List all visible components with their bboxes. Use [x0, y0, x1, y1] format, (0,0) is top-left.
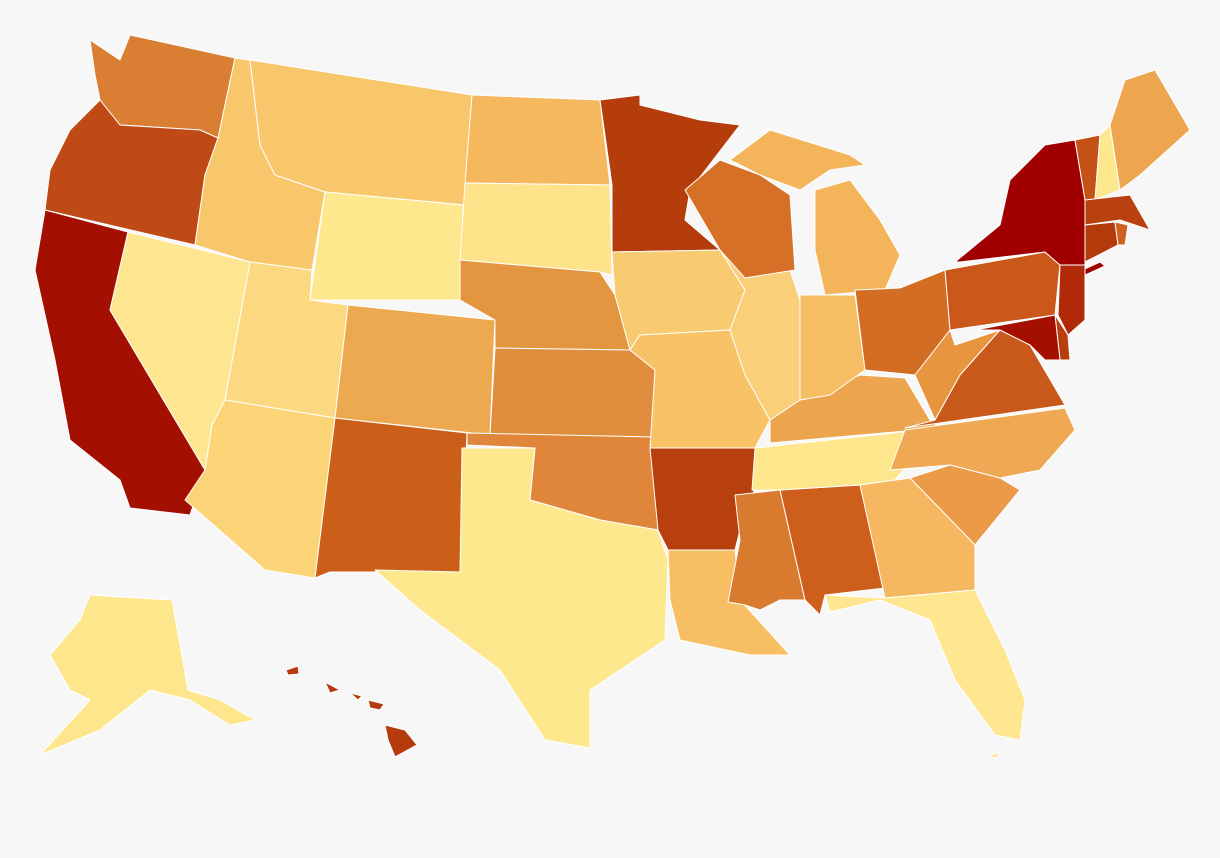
region — [285, 665, 418, 758]
region-shape — [39, 594, 256, 756]
region-shape — [349, 692, 363, 701]
region-shape — [459, 182, 613, 276]
region — [859, 477, 976, 599]
region — [459, 182, 613, 276]
region-shape — [889, 407, 1076, 479]
region-shape — [489, 347, 656, 438]
region — [464, 94, 611, 186]
region — [1109, 69, 1191, 191]
region-shape — [859, 477, 976, 599]
region-shape — [464, 94, 611, 186]
region-shape — [1057, 264, 1086, 336]
region — [684, 159, 796, 279]
region — [799, 294, 866, 401]
region — [729, 129, 866, 191]
region-shape — [314, 417, 468, 579]
region-shape — [1109, 69, 1191, 191]
region-shape — [719, 249, 801, 421]
region-shape — [684, 159, 796, 279]
region — [1057, 264, 1086, 336]
region-shape — [1084, 194, 1151, 231]
region-shape — [974, 314, 1061, 361]
region — [719, 249, 801, 421]
region — [334, 304, 496, 436]
region — [39, 594, 256, 756]
region-shape — [324, 681, 341, 694]
region-shape — [1114, 221, 1129, 246]
region-shape — [367, 699, 385, 711]
region — [814, 179, 901, 296]
region-shape — [729, 129, 866, 191]
region-shape — [334, 304, 496, 436]
region-shape — [824, 589, 1026, 741]
region — [1114, 221, 1129, 246]
region-shape — [799, 294, 866, 401]
region-shape — [944, 251, 1061, 331]
region — [314, 417, 468, 579]
region — [1084, 194, 1151, 231]
region — [824, 589, 1026, 759]
region — [374, 447, 669, 749]
region-shape — [384, 724, 418, 758]
region — [974, 314, 1061, 361]
region-shape — [309, 191, 464, 301]
region-shape — [374, 447, 669, 749]
region — [944, 251, 1061, 331]
region-shape — [814, 179, 901, 296]
region — [309, 191, 464, 301]
region-shape — [285, 665, 300, 676]
region — [489, 347, 656, 438]
region — [889, 407, 1076, 479]
region-shape — [987, 751, 1001, 759]
